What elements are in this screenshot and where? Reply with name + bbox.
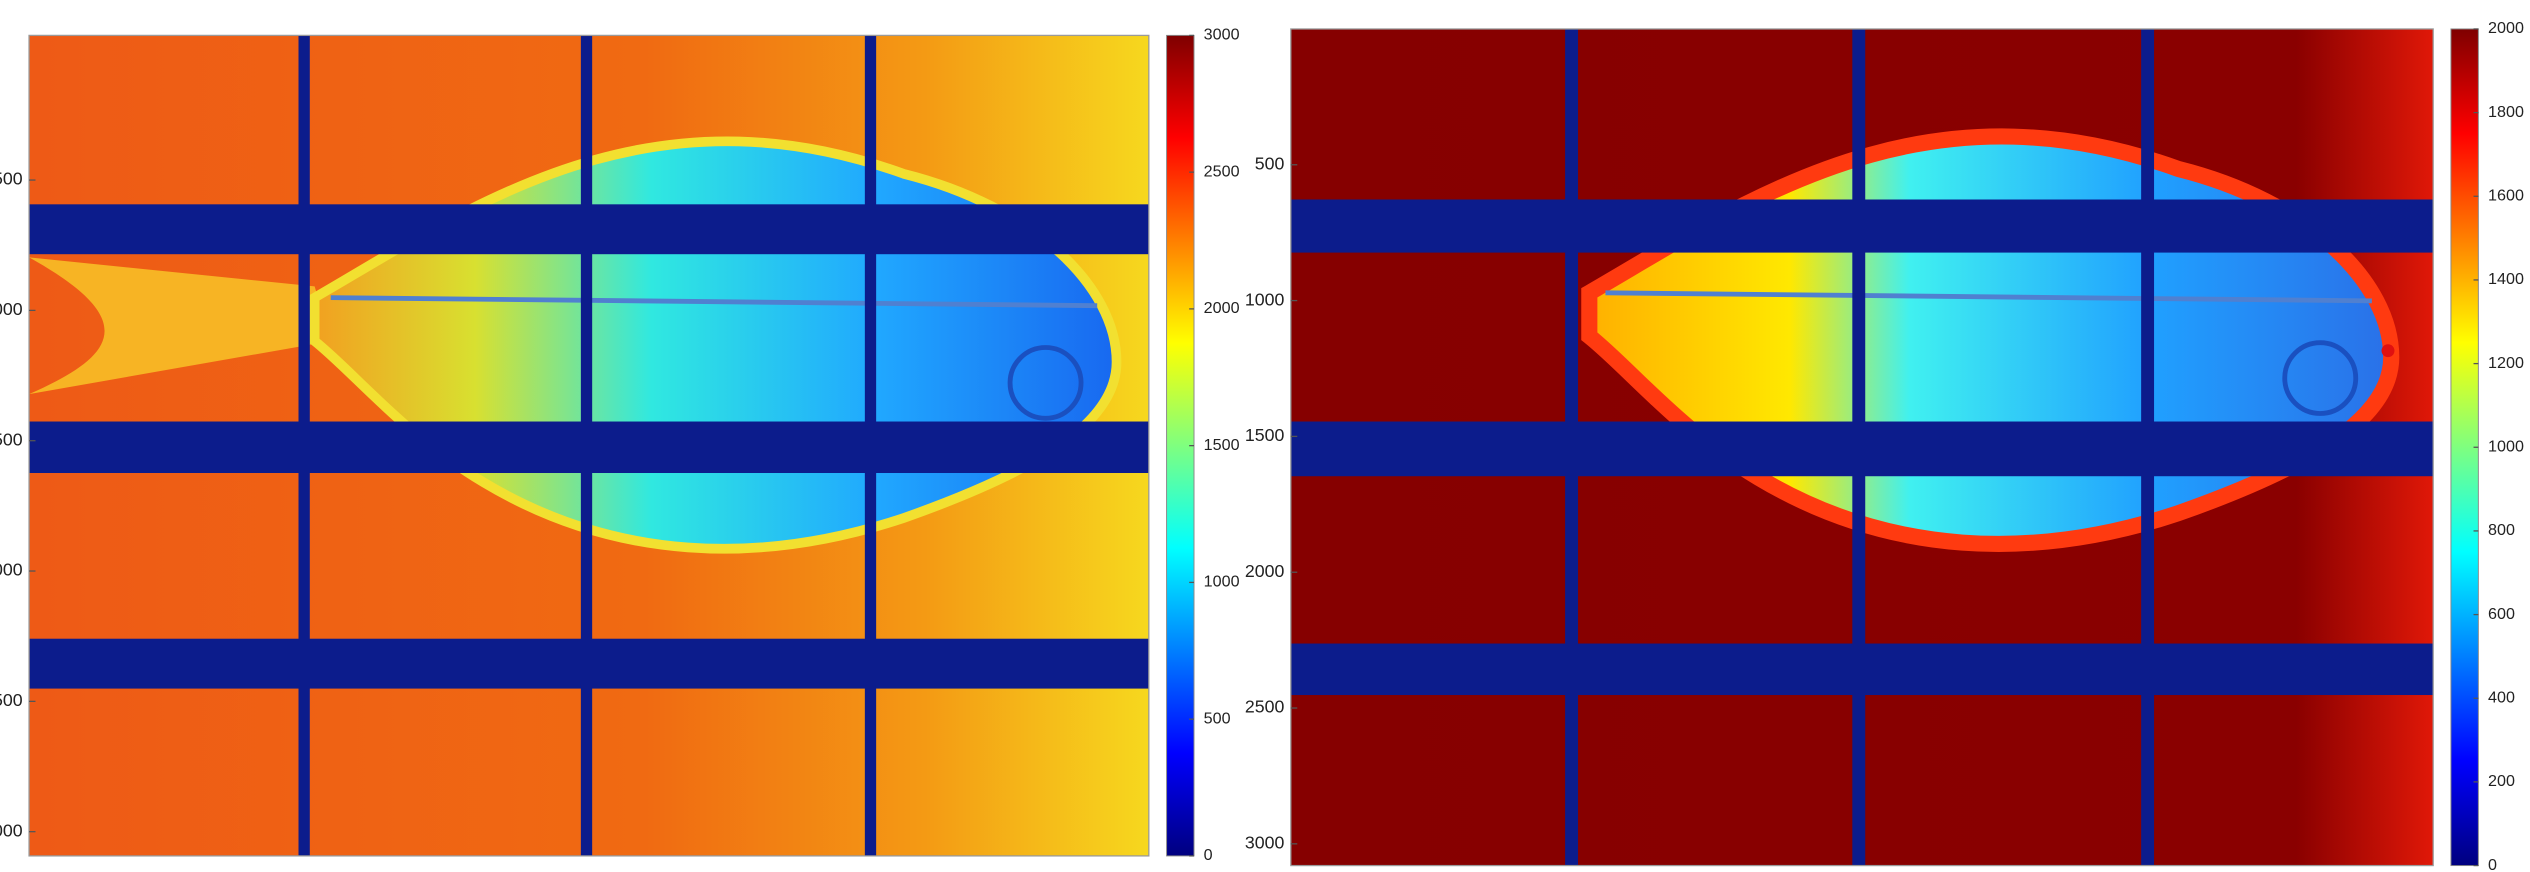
y-tick-label: 2500 <box>0 690 23 710</box>
colorbar-tick-label: 2000 <box>1204 299 1240 317</box>
y-tick-label: 2000 <box>0 560 23 580</box>
y-tick-label: 500 <box>0 169 23 189</box>
colorbar-tick-label: 1800 <box>2488 103 2524 121</box>
colorbar-tick-label: 1600 <box>2488 187 2524 205</box>
colorbar-tick-label: 500 <box>1204 709 1231 727</box>
colorbar-tick-label: 0 <box>1204 846 1213 864</box>
colorbar-tick-label: 3000 <box>1204 26 1240 44</box>
colorbar-tick-label: 1500 <box>1204 436 1240 454</box>
y-tick-label: 1500 <box>1245 425 1285 445</box>
page: {"chart_data": [ {"type": "heatmap", "yl… <box>0 0 2530 872</box>
y-tick-label: 3000 <box>0 820 23 840</box>
colorbar-tick-label: 1400 <box>2488 270 2524 288</box>
figure: 5001000150020002500300005001000150020002… <box>0 0 2530 872</box>
colorbar-tick-label: 1000 <box>1204 573 1240 591</box>
colorbar-tick-label: 600 <box>2488 605 2515 623</box>
colorbar-tick-label: 2500 <box>1204 162 1240 180</box>
y-tick-label: 2000 <box>1245 561 1285 581</box>
y-tick-label: 500 <box>1255 153 1285 173</box>
colorbar-tick-label: 1000 <box>2488 438 2524 456</box>
colorbar-tick-label: 400 <box>2488 689 2515 707</box>
y-tick-label: 1500 <box>0 429 23 449</box>
y-tick-label: 1000 <box>0 299 23 319</box>
colorbar-tick-label: 0 <box>2488 856 2497 872</box>
y-tick-label: 1000 <box>1245 289 1285 309</box>
colorbar-tick-label: 1200 <box>2488 354 2524 372</box>
y-tick-label: 2500 <box>1245 697 1285 717</box>
y-tick-label: 3000 <box>1245 833 1285 853</box>
colorbar-tick-label: 200 <box>2488 772 2515 790</box>
colorbar-tick-label: 800 <box>2488 521 2515 539</box>
colorbar-tick-label: 2000 <box>2488 19 2524 37</box>
